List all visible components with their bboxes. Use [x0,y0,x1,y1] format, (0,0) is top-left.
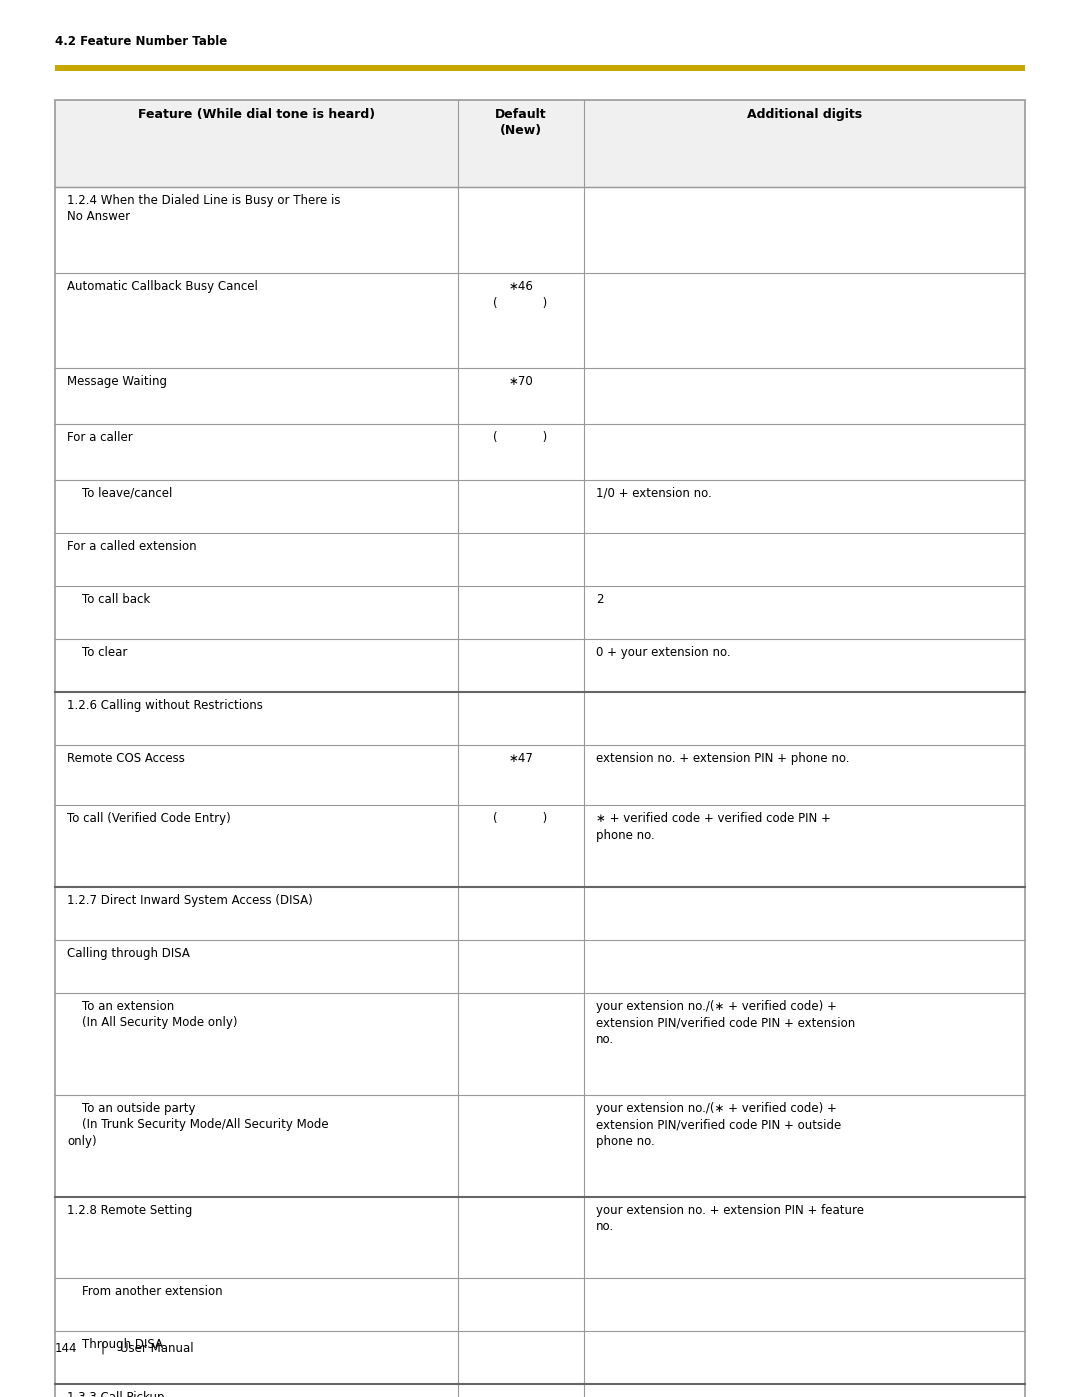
Text: To leave/cancel: To leave/cancel [67,488,173,500]
Text: 1.2.6 Calling without Restrictions: 1.2.6 Calling without Restrictions [67,700,262,712]
Text: 1.2.4 When the Dialed Line is Busy or There is
No Answer: 1.2.4 When the Dialed Line is Busy or Th… [67,194,340,224]
Text: For a caller: For a caller [67,432,133,444]
Text: 1.2.7 Direct Inward System Access (DISA): 1.2.7 Direct Inward System Access (DISA) [67,894,313,907]
Text: 4.2 Feature Number Table: 4.2 Feature Number Table [55,35,227,47]
Text: To an outside party
    (In Trunk Security Mode/All Security Mode
only): To an outside party (In Trunk Security M… [67,1102,328,1148]
Text: Through DISA: Through DISA [67,1338,163,1351]
Text: 1.3.3 Call Pickup: 1.3.3 Call Pickup [67,1391,164,1397]
Text: Message Waiting: Message Waiting [67,376,167,388]
Text: your extension no./(∗ + verified code) +
extension PIN/verified code PIN + outsi: your extension no./(∗ + verified code) +… [596,1102,841,1148]
Text: your extension no./(∗ + verified code) +
extension PIN/verified code PIN + exten: your extension no./(∗ + verified code) +… [596,1000,855,1046]
Text: Calling through DISA: Calling through DISA [67,947,190,960]
Text: From another extension: From another extension [67,1285,222,1298]
Text: |: | [100,1343,104,1355]
Text: (            ): ( ) [494,813,548,826]
Text: 0 + your extension no.: 0 + your extension no. [596,647,730,659]
Text: Additional digits: Additional digits [746,108,862,122]
Text: 144: 144 [55,1343,78,1355]
Text: To call back: To call back [67,594,150,606]
Text: extension no. + extension PIN + phone no.: extension no. + extension PIN + phone no… [596,753,849,766]
Text: your extension no. + extension PIN + feature
no.: your extension no. + extension PIN + fea… [596,1204,864,1234]
Text: Feature (While dial tone is heard): Feature (While dial tone is heard) [138,108,375,122]
Text: 2: 2 [596,594,603,606]
Bar [55,101,1025,1397]
Text: For a called extension: For a called extension [67,541,197,553]
Bar [55,66,1025,71]
Text: ∗70: ∗70 [509,376,532,388]
Text: To an extension
    (In All Security Mode only): To an extension (In All Security Mode on… [67,1000,238,1030]
Text: To clear: To clear [67,647,127,659]
Text: ∗ + verified code + verified code PIN +
phone no.: ∗ + verified code + verified code PIN + … [596,813,831,842]
Text: User Manual: User Manual [120,1343,193,1355]
Text: 1.2.8 Remote Setting: 1.2.8 Remote Setting [67,1204,192,1217]
Text: Automatic Callback Busy Cancel: Automatic Callback Busy Cancel [67,281,258,293]
Text: To call (Verified Code Entry): To call (Verified Code Entry) [67,813,231,826]
Text: 1/0 + extension no.: 1/0 + extension no. [596,488,712,500]
Text: ∗46
(            ): ∗46 ( ) [494,281,548,310]
Text: (            ): ( ) [494,432,548,444]
Bar [55,101,1025,187]
Text: ∗47: ∗47 [509,753,534,766]
Text: Remote COS Access: Remote COS Access [67,753,185,766]
Text: Default
(New): Default (New) [495,108,546,137]
